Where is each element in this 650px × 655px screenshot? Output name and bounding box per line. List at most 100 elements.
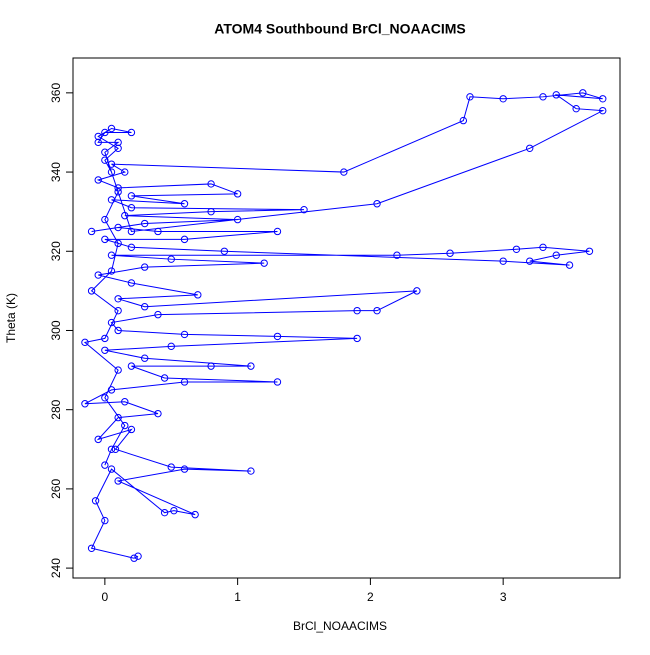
point	[273, 332, 282, 341]
point	[180, 465, 189, 473]
point	[107, 160, 116, 168]
point	[526, 257, 534, 265]
point	[207, 180, 215, 188]
point	[101, 235, 109, 244]
x-tick-label: 2	[367, 590, 374, 604]
point	[446, 249, 454, 257]
point	[233, 215, 242, 224]
point	[260, 259, 268, 267]
point	[127, 204, 136, 212]
point	[127, 128, 136, 137]
x-tick-label: 3	[500, 590, 507, 604]
point	[127, 362, 136, 370]
point	[599, 95, 607, 103]
point	[114, 306, 122, 315]
point	[170, 506, 178, 515]
point	[160, 374, 169, 382]
point	[459, 116, 468, 125]
point	[114, 295, 122, 303]
point	[167, 255, 175, 263]
point	[107, 168, 116, 176]
y-tick-label: 260	[49, 479, 63, 499]
point	[87, 227, 96, 236]
x-tick-label: 1	[234, 590, 241, 604]
point	[114, 188, 122, 196]
plot-frame	[72, 57, 621, 579]
point	[114, 366, 122, 374]
y-axis-label: Theta (K)	[4, 293, 18, 343]
point	[154, 310, 162, 319]
point	[273, 227, 282, 236]
point	[121, 398, 129, 406]
point	[94, 132, 102, 141]
point	[512, 245, 521, 253]
point	[101, 394, 109, 402]
point	[233, 190, 242, 198]
point	[127, 425, 136, 434]
point	[552, 251, 560, 259]
point	[121, 211, 129, 220]
point	[81, 400, 89, 408]
point	[220, 247, 229, 255]
point	[111, 445, 120, 453]
point	[466, 93, 474, 101]
point	[91, 497, 100, 505]
point	[107, 124, 116, 133]
point	[599, 106, 607, 115]
point	[180, 378, 189, 386]
point	[526, 144, 534, 152]
point	[180, 200, 189, 208]
point	[247, 362, 255, 370]
point	[114, 477, 122, 485]
point	[585, 247, 594, 255]
y-tick-label: 360	[49, 83, 63, 103]
point	[107, 251, 116, 259]
point	[340, 168, 348, 176]
point	[499, 257, 507, 265]
y-tick-label: 240	[49, 558, 63, 578]
point	[101, 461, 109, 469]
point	[101, 516, 109, 525]
point	[353, 306, 361, 315]
point	[94, 435, 102, 444]
point	[373, 200, 381, 208]
point	[499, 95, 507, 103]
point	[539, 243, 547, 252]
point	[160, 508, 169, 517]
point	[207, 207, 215, 216]
point	[107, 445, 116, 453]
point	[154, 227, 162, 236]
x-tick-label: 0	[102, 590, 109, 604]
point	[101, 346, 109, 354]
y-tick-label: 300	[49, 320, 63, 340]
point	[121, 421, 129, 430]
point	[87, 287, 96, 295]
point	[114, 184, 122, 192]
point	[140, 263, 149, 271]
point	[101, 148, 109, 156]
point	[413, 287, 421, 295]
point	[579, 89, 587, 97]
point	[81, 338, 89, 347]
point	[194, 291, 202, 299]
point	[393, 251, 401, 259]
point	[565, 261, 574, 269]
point	[101, 128, 109, 137]
x-axis-label: BrCl_NOAACIMS	[293, 619, 387, 633]
point	[101, 215, 109, 224]
y-tick-label: 340	[49, 162, 63, 182]
point	[107, 267, 116, 275]
point	[180, 235, 189, 244]
point	[101, 156, 109, 164]
point	[140, 303, 149, 311]
point	[107, 318, 116, 327]
point	[180, 330, 189, 339]
point	[114, 223, 122, 232]
point	[94, 176, 102, 184]
point	[114, 239, 122, 248]
point	[572, 104, 580, 113]
point	[87, 544, 96, 552]
